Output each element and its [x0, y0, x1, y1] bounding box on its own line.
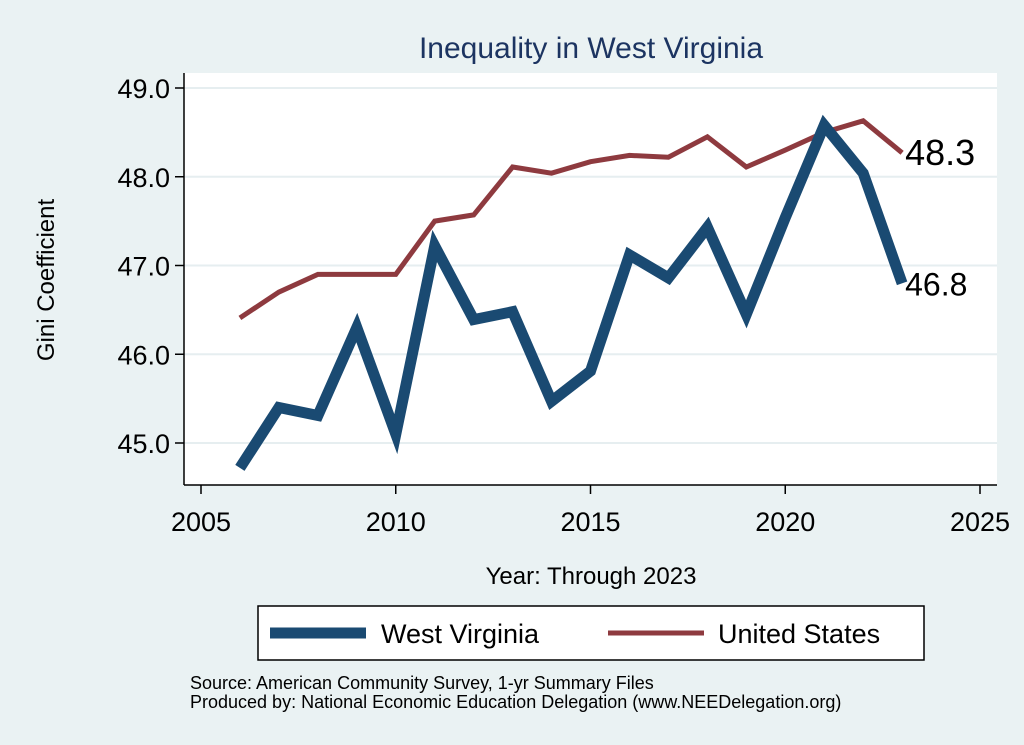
- source-note: Source: American Community Survey, 1-yr …: [190, 673, 654, 693]
- y-axis: 45.0 46.0 47.0 48.0 49.0: [117, 73, 185, 485]
- legend: West Virginia United States: [257, 605, 925, 661]
- x-tick-label: 2010: [366, 507, 426, 537]
- x-tick-label: 2015: [560, 507, 620, 537]
- producer-note: Produced by: National Economic Education…: [190, 692, 841, 712]
- x-tick-label: 2025: [950, 507, 1010, 537]
- series-lines: [235, 114, 908, 471]
- y-tick-label: 48.0: [117, 163, 170, 193]
- end-labels: 46.8 48.3: [905, 132, 975, 302]
- series-line-west-virginia: [235, 114, 908, 471]
- y-tick-label: 45.0: [117, 429, 170, 459]
- legend-label-west-virginia: West Virginia: [381, 619, 540, 649]
- end-label-west-virginia: 46.8: [905, 266, 967, 302]
- x-tick-label: 2005: [171, 507, 231, 537]
- end-label-united-states: 48.3: [905, 132, 975, 173]
- x-axis: 2005 2010 2015 2020 2025: [171, 484, 1010, 537]
- legend-label-united-states: United States: [718, 619, 880, 649]
- x-tick-label: 2020: [755, 507, 815, 537]
- y-tick-label: 47.0: [117, 252, 170, 282]
- y-tick-label: 49.0: [117, 74, 170, 104]
- y-tick-label: 46.0: [117, 340, 170, 370]
- chart-title: Inequality in West Virginia: [419, 32, 763, 65]
- y-axis-title: Gini Coefficient: [33, 199, 60, 362]
- series-line-united-states: [238, 118, 904, 320]
- x-axis-title: Year: Through 2023: [486, 563, 697, 590]
- legend-box: [257, 605, 925, 661]
